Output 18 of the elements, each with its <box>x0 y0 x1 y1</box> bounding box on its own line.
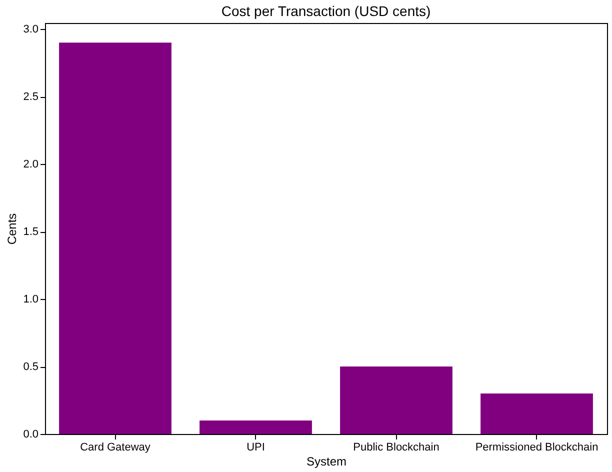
x-axis-title: System <box>306 454 347 468</box>
y-tick-label: 0.0 <box>23 428 38 440</box>
y-tick-label: 1.5 <box>23 226 38 238</box>
y-tick-label: 2.5 <box>23 91 38 104</box>
bar <box>59 42 172 434</box>
x-tick-label: UPI <box>246 442 265 454</box>
bar <box>340 366 452 434</box>
y-tick-label: 2.0 <box>23 158 38 171</box>
bar <box>480 394 593 434</box>
y-tick-label: 3.0 <box>23 24 38 36</box>
x-tick-label: Permissioned Blockchain <box>475 442 598 454</box>
y-tick-label: 1.0 <box>23 294 38 306</box>
chart-title: Cost per Transaction (USD cents) <box>221 3 431 19</box>
y-tick-label: 0.5 <box>23 361 38 374</box>
y-axis-title: Cents <box>5 213 20 245</box>
x-tick-label: Public Blockchain <box>353 442 440 454</box>
bar <box>200 420 312 434</box>
x-tick-label: Card Gateway <box>80 442 151 454</box>
